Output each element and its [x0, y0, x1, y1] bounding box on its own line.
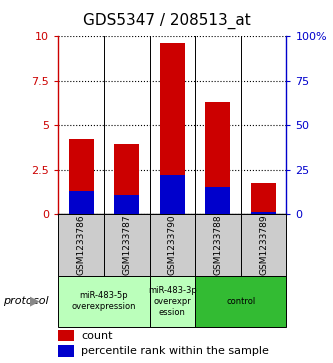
Text: GSM1233787: GSM1233787 [122, 215, 131, 276]
Text: miR-483-5p
overexpression: miR-483-5p overexpression [72, 291, 136, 311]
Bar [195, 276, 286, 327]
Bar [251, 212, 276, 214]
Text: GSM1233788: GSM1233788 [213, 215, 222, 276]
Text: miR-483-3p
overexpr
ession: miR-483-3p overexpr ession [148, 286, 197, 317]
Bar [241, 214, 286, 276]
Bar [58, 330, 74, 341]
Text: count: count [81, 331, 113, 341]
Bar [58, 345, 74, 357]
Bar [195, 214, 241, 276]
Bar [205, 102, 230, 214]
Bar [160, 175, 185, 214]
Bar [160, 44, 185, 214]
Text: control: control [226, 297, 255, 306]
Bar [69, 191, 94, 214]
Bar [114, 144, 139, 214]
Bar [114, 195, 139, 214]
Bar [150, 214, 195, 276]
Bar [104, 214, 150, 276]
Bar [58, 214, 104, 276]
Text: percentile rank within the sample: percentile rank within the sample [81, 346, 269, 356]
Bar [58, 276, 150, 327]
Bar [69, 139, 94, 214]
Text: protocol: protocol [3, 296, 49, 306]
Text: GSM1233790: GSM1233790 [168, 215, 177, 276]
Text: ▶: ▶ [30, 295, 40, 308]
Text: GDS5347 / 208513_at: GDS5347 / 208513_at [83, 13, 250, 29]
Bar [205, 188, 230, 214]
Bar [251, 183, 276, 214]
Text: GSM1233789: GSM1233789 [259, 215, 268, 276]
Text: GSM1233786: GSM1233786 [77, 215, 86, 276]
Bar [150, 276, 195, 327]
